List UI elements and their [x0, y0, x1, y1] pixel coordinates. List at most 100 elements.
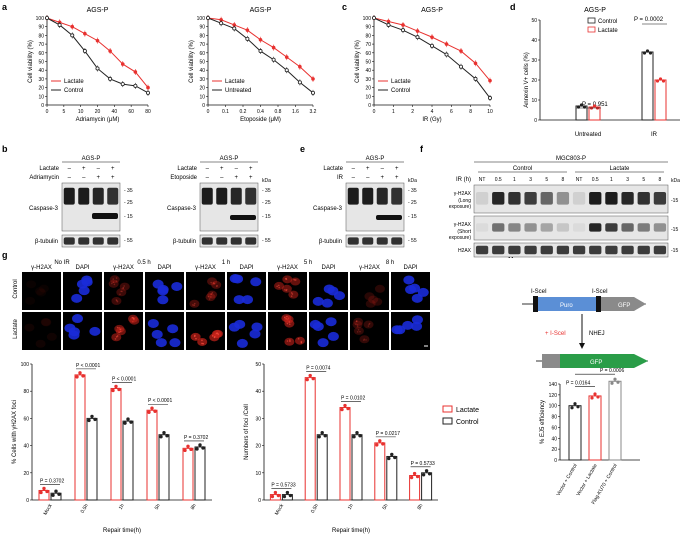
x-tick-label: 0	[46, 109, 49, 115]
replicate-dot	[114, 384, 118, 389]
data-point	[386, 19, 391, 24]
foci-nucleus	[36, 288, 47, 297]
blot-band	[347, 237, 359, 245]
panel-label-a: a	[2, 2, 8, 12]
isce-add-label: + I-SceI	[545, 331, 566, 337]
data-point	[70, 24, 75, 29]
legend-label: Lactate	[225, 79, 245, 85]
foci	[119, 328, 121, 331]
category-label: 5h	[154, 503, 162, 511]
y-tick-label: 140	[549, 382, 558, 388]
replicate-dot	[613, 377, 617, 381]
replicate-dot	[311, 376, 315, 381]
bar-lactate	[409, 475, 421, 501]
y-tick-label: 10	[199, 94, 205, 100]
legend-label: Untreated	[225, 88, 251, 94]
mw-marker: -15	[671, 198, 678, 204]
blot-band	[245, 187, 257, 205]
bar-control	[386, 455, 398, 501]
series-line-lactate	[46, 17, 149, 88]
blot-band	[572, 192, 586, 205]
replicate-dot	[390, 452, 394, 457]
data-point	[120, 82, 125, 87]
y-tick-label: 100	[21, 362, 30, 368]
micrograph-tile	[186, 272, 225, 310]
blot-sign: +	[220, 166, 224, 172]
foci-nucleus	[116, 288, 127, 297]
panel-label-b: b	[2, 144, 8, 154]
nucleus	[236, 338, 248, 348]
foci	[112, 281, 115, 283]
foci	[294, 279, 296, 281]
blot-sign: –	[68, 166, 72, 172]
foci	[355, 320, 358, 322]
bar-control	[316, 434, 328, 501]
mw-marker: -15	[671, 227, 678, 233]
foci	[277, 284, 280, 287]
foci-nucleus	[352, 320, 363, 329]
foci	[283, 316, 286, 319]
replicate-dot	[343, 403, 347, 408]
data-point	[415, 29, 420, 33]
foci	[300, 340, 303, 343]
blot-band	[376, 237, 388, 245]
blot-band	[605, 223, 618, 232]
stain-label: γ-H2AX	[359, 265, 380, 271]
y-tick-label: 80	[199, 33, 205, 39]
data-point	[258, 49, 263, 54]
nucleus	[251, 322, 263, 332]
blot-row-label: IR	[337, 175, 344, 181]
blot-sign: –	[206, 175, 210, 181]
replicate-dot	[90, 414, 94, 419]
blot-band	[63, 237, 75, 245]
blot-band	[637, 245, 650, 255]
data-point	[284, 68, 289, 73]
panel-h-schematic: I-SceI I-SceI Puro GFP + I-SceI NHEJ GFP	[522, 289, 648, 368]
isce-label-1: I-SceI	[531, 289, 547, 295]
mw-marker: - 25	[124, 200, 133, 206]
blot-band	[376, 187, 388, 205]
cleaved-band	[230, 215, 256, 220]
y-tick-label: 60	[23, 416, 29, 422]
stain-label: γ-H2AX	[113, 265, 134, 271]
blot-band	[508, 192, 521, 205]
foci-nucleus	[288, 290, 299, 299]
blot-band	[63, 187, 75, 205]
y-tick-label: 30	[199, 77, 205, 83]
blot-band	[653, 192, 667, 205]
nucleus	[71, 293, 83, 303]
data-point	[205, 15, 210, 20]
line-chart-ir: AGS-P 0 10 20 30 40 50 60 70 80 90 100 0 1 2 4 6 8 10 IR (G…	[355, 7, 493, 123]
replicate-dot	[78, 371, 82, 375]
data-point	[219, 17, 223, 22]
blot-band	[362, 187, 374, 205]
micrograph-tile	[22, 272, 61, 310]
replicate-dot	[412, 471, 417, 476]
foci	[286, 315, 288, 318]
blot-row-label: Lactate	[39, 166, 59, 172]
foci	[201, 342, 203, 345]
micrograph-tile	[350, 272, 389, 310]
y-tick-label: 0	[554, 458, 557, 464]
blot-cell-line: AGS-P	[82, 156, 101, 162]
panel-d-title: AGS-P	[584, 7, 606, 14]
blot-band	[637, 223, 650, 232]
kda-label: kDa	[671, 178, 680, 184]
data-point	[298, 64, 302, 69]
y-tick-label: 50	[255, 362, 261, 368]
category-label: 1h	[347, 503, 355, 511]
time-label: 0.5	[592, 177, 599, 183]
blot-row-label: Lactate	[177, 166, 197, 172]
blot-label: β-tubulin	[35, 239, 58, 245]
p-value: P = 0.0102	[341, 396, 365, 402]
blot-band	[589, 245, 602, 255]
micrograph-tile	[104, 272, 143, 310]
foci	[368, 323, 370, 326]
y-axis-label: Numbers of foci /Cell	[244, 404, 250, 460]
bar-control	[86, 417, 98, 501]
p-value: P < 0.0001	[148, 398, 172, 404]
data-point	[310, 90, 315, 95]
foci-nucleus	[38, 284, 49, 293]
bar-control	[158, 434, 170, 501]
replicate-dot	[648, 51, 653, 55]
